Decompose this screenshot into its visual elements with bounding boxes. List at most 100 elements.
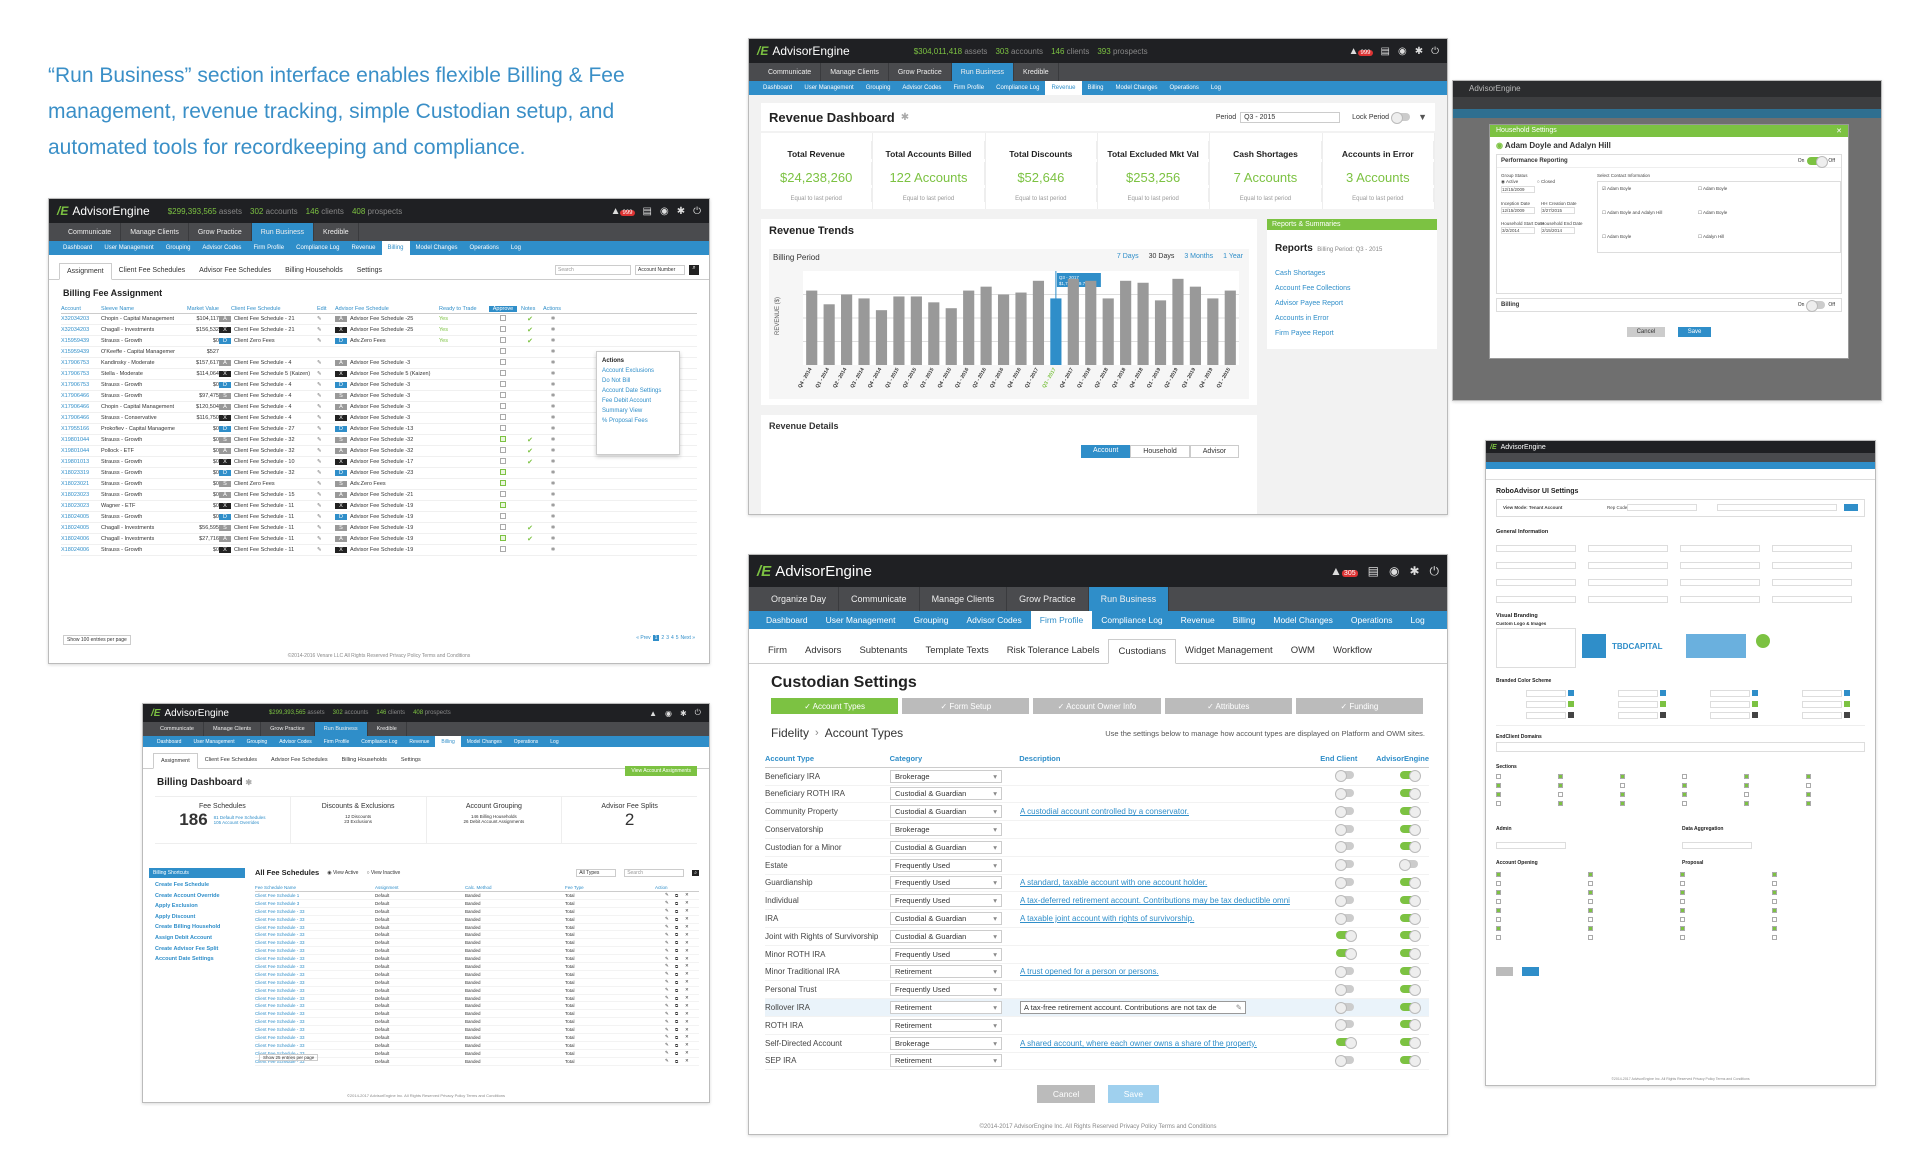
advisorengine-toggle[interactable] bbox=[1400, 770, 1421, 783]
account-type-row[interactable]: Estate Frequently Used ▾ bbox=[765, 857, 1429, 875]
account-type-row[interactable]: Conservatorship Brokerage ▾ bbox=[765, 821, 1429, 839]
subnav-compliance-log[interactable]: Compliance Log bbox=[996, 85, 1040, 91]
client-fee-schedule[interactable]: Client Fee Schedule 5 (Kaizen) bbox=[234, 371, 311, 377]
range-3-months[interactable]: 3 Months bbox=[1184, 253, 1214, 260]
description-link[interactable]: A custodial account controlled by a cons… bbox=[1020, 807, 1189, 817]
color-field[interactable] bbox=[1618, 701, 1658, 708]
favicon-upload[interactable] bbox=[1756, 634, 1770, 648]
reporting-toggle[interactable]: On Off bbox=[1797, 156, 1835, 168]
delete-icon[interactable]: ✕ bbox=[685, 947, 689, 953]
gear-icon[interactable]: ✱ bbox=[679, 708, 687, 718]
section-checkbox[interactable] bbox=[1558, 774, 1563, 779]
fee-schedule-link[interactable]: Client Fee Schedule - 33 bbox=[255, 979, 305, 985]
nav-communicate[interactable]: Communicate bbox=[59, 223, 122, 241]
table-row[interactable]: Client Fee Schedule - 33 Default Banded Tot… bbox=[255, 1026, 699, 1035]
edit-icon[interactable]: ✎ bbox=[317, 360, 322, 366]
edit-icon[interactable]: ✎ bbox=[665, 1034, 669, 1040]
tab-assignment[interactable]: Assignment bbox=[153, 753, 198, 769]
fee-schedule-link[interactable]: Client Fee Schedule - 33 bbox=[255, 916, 305, 922]
nav-grow-practice[interactable]: Grow Practice bbox=[889, 63, 952, 81]
shortcut-link[interactable]: Create Fee Schedule bbox=[155, 882, 210, 888]
option-checkbox[interactable] bbox=[1588, 908, 1593, 913]
revenue-bar[interactable] bbox=[1032, 280, 1045, 365]
subnav-log[interactable]: Log bbox=[1410, 615, 1425, 625]
copy-icon[interactable]: ⧉ bbox=[675, 924, 679, 930]
account-type-row[interactable]: Beneficiary ROTH IRA Custodial & Guardian… bbox=[765, 786, 1429, 804]
advisor-fee-schedule[interactable]: Advisor Fee Schedule -3 bbox=[350, 382, 411, 388]
end-client-toggle[interactable] bbox=[1335, 823, 1354, 836]
edit-icon[interactable]: ✎ bbox=[317, 437, 322, 443]
delete-icon[interactable]: ✕ bbox=[685, 1002, 689, 1008]
category-select[interactable]: Custodial & Guardian ▾ bbox=[890, 787, 1002, 801]
color-swatch[interactable] bbox=[1568, 701, 1574, 707]
account-link[interactable]: X18024005 bbox=[61, 525, 90, 531]
row-actions-gear-icon[interactable]: ✱ bbox=[550, 514, 556, 520]
tab-custodians[interactable]: Custodians bbox=[1108, 639, 1177, 664]
edit-icon[interactable]: ✎ bbox=[665, 979, 669, 985]
edit-icon[interactable]: ✎ bbox=[317, 316, 322, 322]
revenue-bar[interactable] bbox=[1120, 280, 1132, 365]
advisorengine-toggle[interactable] bbox=[1400, 948, 1421, 961]
account-link[interactable]: X18023319 bbox=[61, 470, 90, 476]
end-client-toggle[interactable] bbox=[1335, 1019, 1354, 1032]
end-client-toggle[interactable] bbox=[1335, 770, 1354, 783]
revenue-bar[interactable] bbox=[893, 296, 905, 365]
section-checkbox[interactable] bbox=[1744, 774, 1749, 779]
delete-icon[interactable]: ✕ bbox=[685, 892, 689, 898]
advisor-fee-schedule[interactable]: Advisor Fee Schedule -3 bbox=[350, 404, 411, 410]
eye-icon[interactable]: ◉ bbox=[1388, 564, 1400, 578]
table-row[interactable]: Client Fee Schedule - 33 Default Banded Tot… bbox=[255, 955, 699, 964]
advisorengine-toggle[interactable] bbox=[1400, 1001, 1421, 1014]
aggregation-field[interactable] bbox=[1682, 842, 1752, 849]
status-closed[interactable]: ○ Closed bbox=[1537, 179, 1555, 184]
edit-icon[interactable]: ✎ bbox=[317, 503, 322, 509]
delete-icon[interactable]: ✕ bbox=[685, 979, 689, 985]
tab-advisors[interactable]: Advisors bbox=[805, 645, 842, 656]
client-fee-schedule[interactable]: Client Fee Schedule - 10 bbox=[234, 459, 295, 465]
subnav-advisor-codes[interactable]: Advisor Codes bbox=[966, 615, 1022, 625]
row-actions-gear-icon[interactable]: ✱ bbox=[550, 393, 556, 399]
edit-icon[interactable]: ✎ bbox=[317, 459, 322, 465]
color-field[interactable] bbox=[1618, 690, 1658, 697]
edit-icon[interactable]: ✎ bbox=[665, 1026, 669, 1032]
client-fee-schedule[interactable]: Client Fee Schedule - 11 bbox=[234, 514, 295, 520]
table-row[interactable]: X17906753 Kandinsky - Moderate $157,617 A Cl… bbox=[61, 358, 697, 369]
subnav-advisor-codes[interactable]: Advisor Codes bbox=[902, 85, 942, 91]
table-row[interactable]: X18023023 Strauss - Growth $0 A Client Fee S… bbox=[61, 490, 697, 501]
edit-icon[interactable]: ✎ bbox=[317, 327, 322, 333]
table-row[interactable]: X18023021 Strauss - Growth $0 S Client Zero … bbox=[61, 479, 697, 490]
edit-icon[interactable]: ✎ bbox=[665, 947, 669, 953]
gear-icon[interactable]: ✱ bbox=[1414, 45, 1424, 57]
color-field[interactable] bbox=[1526, 690, 1566, 697]
section-checkbox[interactable] bbox=[1620, 792, 1625, 797]
client-fee-schedule[interactable]: Client Fee Schedule - 15 bbox=[234, 492, 295, 498]
nav-communicate[interactable]: Communicate bbox=[839, 587, 920, 611]
action-do-not-bill[interactable]: Do Not Bill bbox=[602, 378, 631, 384]
option-checkbox[interactable] bbox=[1588, 926, 1593, 931]
advisor-fee-schedule[interactable]: Adv.Zero Fees bbox=[350, 481, 386, 487]
row-actions-gear-icon[interactable]: ✱ bbox=[550, 459, 556, 465]
fee-schedule-link[interactable]: Client Fee Schedule - 33 bbox=[255, 971, 305, 977]
nav-manage-clients[interactable]: Manage Clients bbox=[821, 63, 889, 81]
section-checkbox[interactable] bbox=[1806, 774, 1811, 779]
edit-icon[interactable]: ✎ bbox=[317, 492, 322, 498]
advisorengine-toggle[interactable] bbox=[1400, 983, 1421, 996]
category-select[interactable]: Custodial & Guardian ▾ bbox=[890, 840, 1002, 854]
client-fee-schedule[interactable]: Client Fee Schedule - 32 bbox=[234, 470, 295, 476]
tab-widget-management[interactable]: Widget Management bbox=[1185, 645, 1273, 656]
nav-organize-day[interactable]: Organize Day bbox=[759, 587, 840, 611]
advisorengine-toggle[interactable] bbox=[1400, 841, 1421, 854]
shortcut-link[interactable]: Apply Exclusion bbox=[155, 903, 198, 910]
advisorengine-toggle[interactable] bbox=[1400, 965, 1421, 978]
subnav-dashboard[interactable]: Dashboard bbox=[763, 85, 793, 91]
option-checkbox[interactable] bbox=[1588, 872, 1593, 877]
approve-checkbox[interactable] bbox=[489, 315, 517, 323]
domains-field[interactable] bbox=[1496, 742, 1865, 752]
color-field[interactable] bbox=[1802, 690, 1842, 697]
nav-run-business[interactable]: Run Business bbox=[951, 63, 1014, 81]
power-icon[interactable]: ⏻ bbox=[693, 205, 701, 217]
table-row[interactable]: Client Fee Schedule - 33 Default Banded Tot… bbox=[255, 979, 699, 987]
tab-workflow[interactable]: Workflow bbox=[1332, 645, 1372, 656]
col-advisorengine[interactable]: AdvisorEngine bbox=[1376, 753, 1430, 763]
table-row[interactable]: X18024006 Strauss - Growth $0 X Client Fee S… bbox=[61, 545, 697, 556]
